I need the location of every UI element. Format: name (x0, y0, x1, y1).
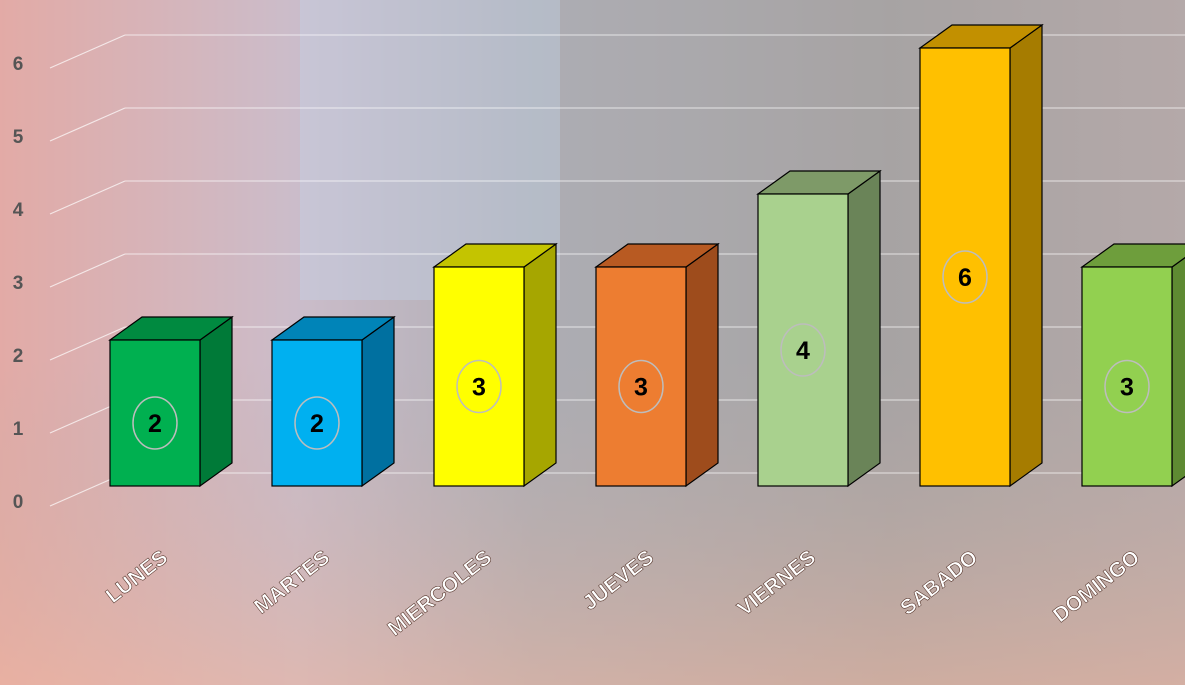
bar-side (199, 315, 233, 488)
bar-side (1171, 256, 1185, 488)
bar-martes: 2 (270, 315, 396, 488)
bar-front (109, 339, 201, 487)
data-label-ring (294, 396, 340, 450)
y-tick-label: 2 (13, 346, 24, 367)
data-label: 2 (310, 410, 324, 438)
y-tick-label: 3 (13, 273, 24, 294)
bar-front (1081, 266, 1173, 487)
gridline-diagonal (49, 253, 126, 288)
data-label: 3 (634, 374, 648, 402)
bar-front (271, 339, 363, 487)
bar-jueves: 3 (594, 242, 720, 488)
data-label-ring (942, 250, 988, 304)
data-label: 2 (148, 410, 162, 438)
gridline-diagonal (49, 180, 126, 215)
bar-front (919, 47, 1011, 487)
bar-side (1009, 23, 1043, 488)
bar-side (685, 242, 719, 488)
data-label: 3 (472, 374, 486, 402)
y-tick-label: 4 (13, 200, 24, 221)
gridline-diagonal (49, 326, 126, 361)
bar-front (757, 193, 849, 487)
data-label-ring (618, 359, 664, 414)
data-label: 4 (796, 337, 810, 365)
bar-front (433, 266, 525, 487)
bar-side (847, 169, 881, 488)
bar-sabado: 6 (918, 23, 1044, 488)
data-label: 6 (958, 264, 972, 292)
bar-domingo: 3 (1080, 243, 1185, 488)
bar-miercoles: 3 (432, 242, 558, 488)
bar-side (361, 315, 395, 488)
bar-lunes: 2 (108, 315, 234, 488)
bar-front (595, 266, 687, 487)
bar-side (523, 242, 557, 488)
data-label-ring (456, 359, 502, 414)
bars: 2 2 3 3 4 6 3 (108, 23, 1185, 488)
y-tick-label: 5 (13, 127, 24, 148)
data-label: 3 (1120, 374, 1134, 402)
bar-viernes: 4 (756, 169, 882, 488)
y-axis: 0 1 2 3 4 5 6 (13, 54, 24, 513)
y-tick-label: 1 (13, 419, 24, 440)
gridline-diagonal (49, 34, 126, 69)
y-tick-label: 6 (13, 54, 24, 75)
gridline-diagonal (49, 107, 126, 142)
data-label-ring (132, 396, 178, 450)
y-tick-label: 0 (13, 492, 24, 513)
data-label-ring (780, 323, 826, 377)
data-label-ring (1104, 359, 1150, 414)
